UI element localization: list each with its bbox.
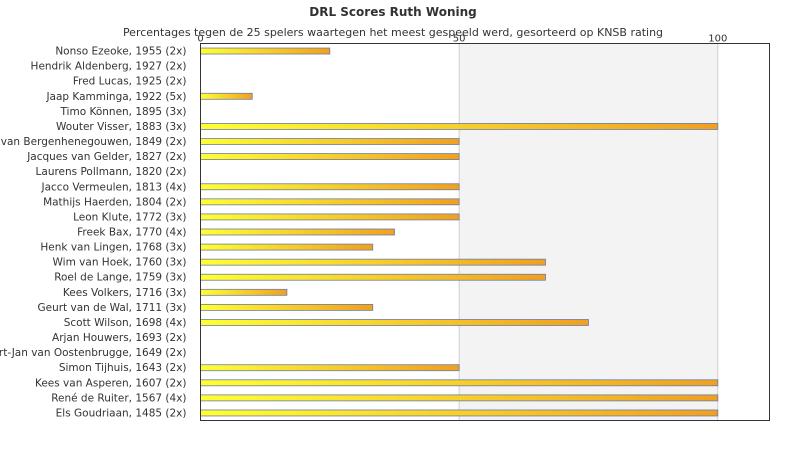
category-label: Kees Volkers, 1716 (3x) [63, 287, 187, 299]
category-label: René de Ruiter, 1567 (4x) [51, 392, 186, 404]
bar [200, 273, 546, 281]
category-label: Laurens Pollmann, 1820 (2x) [36, 166, 187, 178]
category-label: Wim van Hoek, 1760 (3x) [53, 257, 187, 269]
plot-background [459, 43, 718, 421]
category-label: Wouter Visser, 1883 (3x) [56, 121, 187, 133]
bar [200, 364, 460, 372]
bar [200, 198, 460, 206]
category-labels: Nonso Ezeoke, 1955 (2x) Hendrik Aldenberg… [0, 46, 187, 420]
bar [200, 394, 719, 402]
category-label: Leon Klute, 1772 (3x) [73, 211, 186, 223]
category-label: Jacques van Gelder, 1827 (2x) [26, 151, 186, 163]
bar [200, 288, 288, 296]
x-tick-label: 50 [453, 34, 466, 45]
category-label: Fred Lucas, 1925 (2x) [73, 76, 187, 88]
category-label: Scott Wilson, 1698 (4x) [64, 317, 187, 329]
category-label: Geurt van de Wal, 1711 (3x) [37, 302, 186, 314]
category-label: Kees van Asperen, 1607 (2x) [35, 377, 187, 389]
bar [200, 303, 374, 311]
bars [200, 47, 719, 417]
category-label: Jacco Vermeulen, 1813 (4x) [41, 181, 187, 193]
bar [200, 138, 460, 145]
category-label: Timo Können, 1895 (3x) [59, 106, 186, 118]
plot-band [459, 43, 718, 421]
x-tick-label: 0 [197, 34, 203, 45]
bar [200, 123, 719, 130]
bar [200, 47, 331, 55]
bar [200, 409, 719, 417]
bar [200, 228, 395, 236]
chart-subtitle: Percentages tegen de 25 spelers waartege… [123, 26, 663, 39]
category-label: Roel de Lange, 1759 (3x) [54, 272, 186, 284]
category-label: Henk van Lingen, 1768 (3x) [40, 242, 186, 254]
category-label: Nonso Ezeoke, 1955 (2x) [55, 46, 186, 58]
bar [200, 92, 253, 100]
bar [200, 379, 719, 387]
x-axis-ticks: 0 50 100 [197, 34, 727, 45]
category-label: Els Goudriaan, 1485 (2x) [56, 407, 187, 419]
bar [200, 153, 460, 161]
category-label: Simon Tijhuis, 1643 (2x) [59, 362, 187, 374]
category-label: Freek Bax, 1770 (4x) [77, 227, 186, 239]
bar [200, 183, 460, 191]
x-tick-label: 100 [708, 34, 727, 45]
category-label: Arjan Houwers, 1693 (2x) [52, 332, 186, 344]
category-label: Mathijs Haerden, 1804 (2x) [43, 196, 186, 208]
category-label: Jaap Kamminga, 1922 (5x) [45, 91, 186, 103]
chart-title: DRL Scores Ruth Woning [309, 5, 476, 19]
category-label: Bart-Jan van Oostenbrugge, 1649 (2x) [0, 347, 187, 359]
grid-lines [458, 43, 719, 421]
category-label: Evan Bergenhenegouwen, 1849 (2x) [0, 136, 187, 148]
bar [200, 243, 374, 251]
plot-frame [200, 43, 770, 421]
category-label: Hendrik Aldenberg, 1927 (2x) [31, 61, 187, 73]
bar [200, 258, 546, 266]
bar [200, 213, 460, 221]
bar [200, 319, 589, 326]
